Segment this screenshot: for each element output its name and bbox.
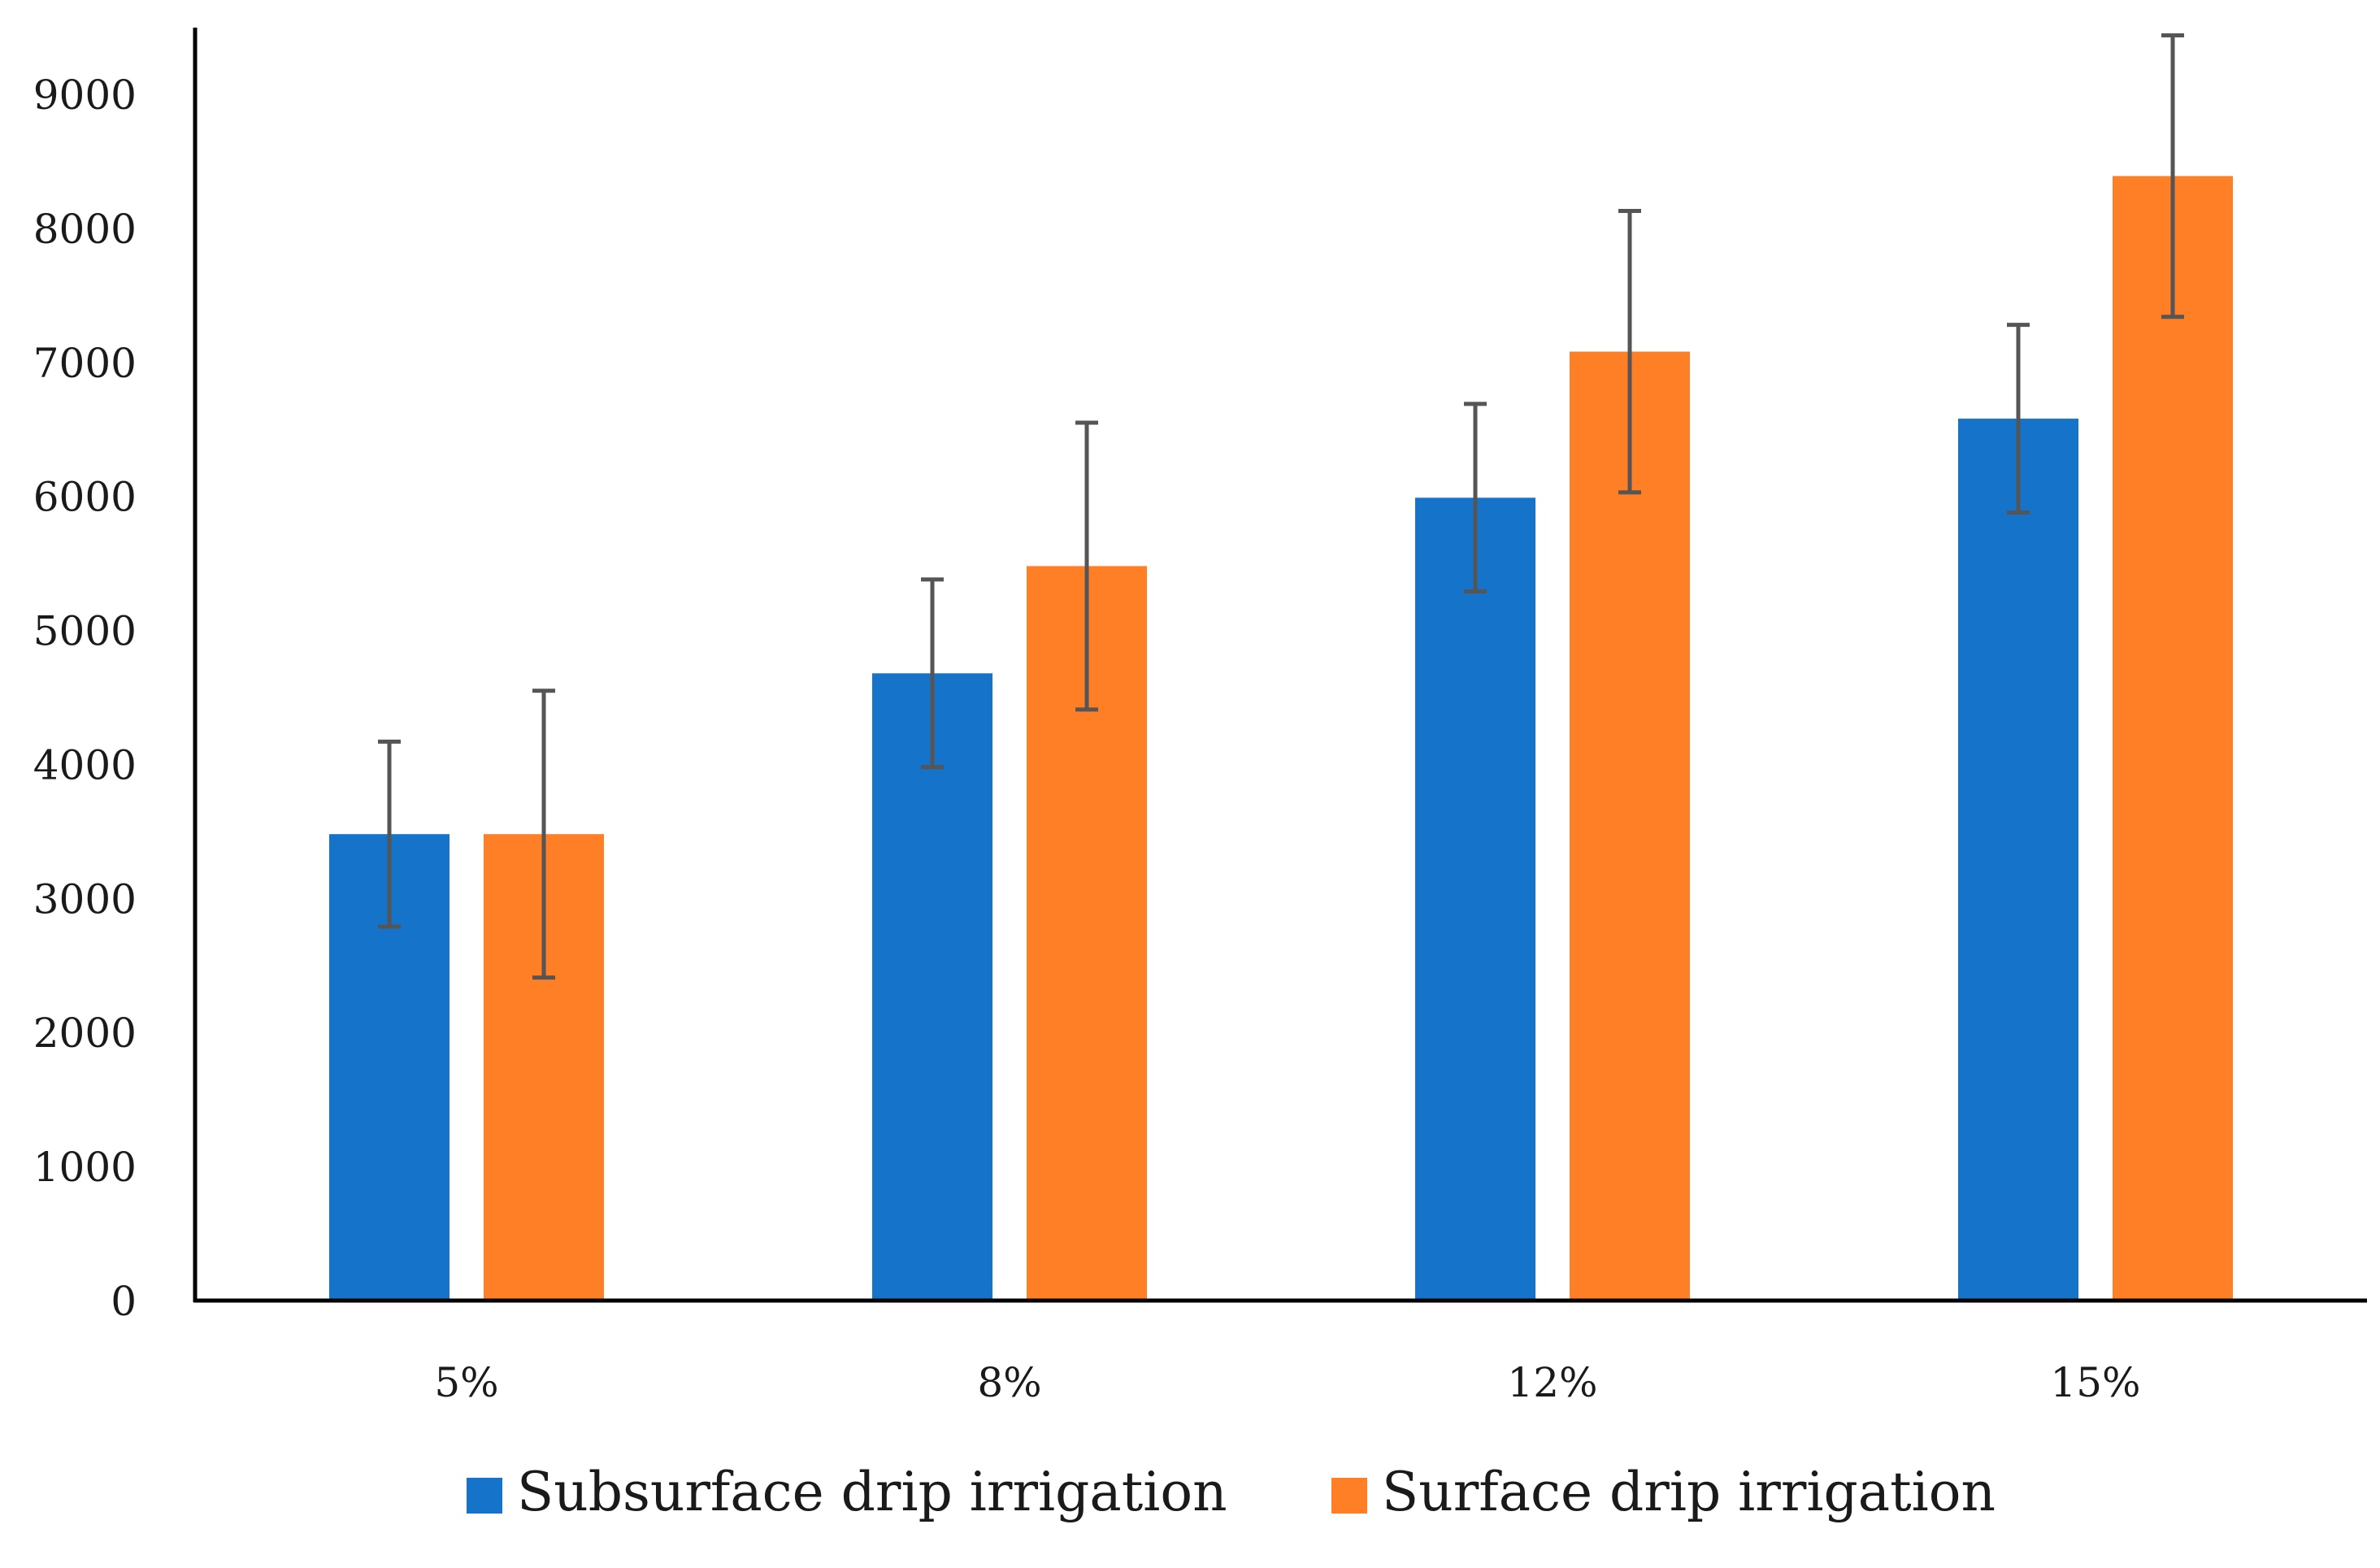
y-tick-label: 0 <box>111 1278 137 1325</box>
bar-subsurface <box>872 673 992 1301</box>
y-tick-label: 8000 <box>33 206 137 253</box>
legend-label-subsurface: Subsurface drip irrigation <box>517 1461 1227 1523</box>
y-tick-label: 9000 <box>33 72 137 119</box>
y-tick-label: 2000 <box>33 1010 137 1057</box>
legend-swatch-surface <box>1331 1478 1367 1514</box>
x-tick-label: 12% <box>1507 1359 1597 1406</box>
legend-swatch-subsurface <box>467 1478 502 1514</box>
y-tick-label: 5000 <box>33 608 137 655</box>
y-tick-label: 3000 <box>33 875 137 923</box>
x-tick-label: 15% <box>2050 1359 2140 1406</box>
y-tick-label: 6000 <box>33 474 137 521</box>
bar-surface <box>2113 176 2233 1301</box>
x-tick-label: 8% <box>977 1359 1041 1406</box>
y-tick-label: 4000 <box>33 741 137 788</box>
x-tick-label: 5% <box>434 1359 498 1406</box>
bar-subsurface <box>1958 419 2078 1301</box>
y-tick-label: 1000 <box>33 1144 137 1191</box>
bar-surface <box>1570 351 1690 1301</box>
legend-label-surface: Surface drip irrigation <box>1382 1461 1996 1523</box>
y-tick-label: 7000 <box>33 340 137 387</box>
bar-subsurface <box>1415 497 1535 1301</box>
